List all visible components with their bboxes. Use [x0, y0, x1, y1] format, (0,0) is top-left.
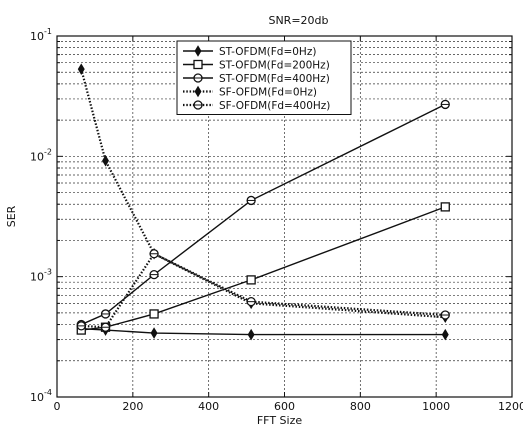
data-point [76, 321, 86, 331]
legend-marker [193, 73, 203, 83]
y-tick-label: 10-3 [30, 268, 52, 284]
legend-item: ST-OFDM(Fd=400Hz) [183, 73, 330, 85]
series-group [76, 63, 450, 341]
x-tick-label: 600 [274, 400, 295, 413]
y-axis-label: SER [5, 205, 18, 227]
data-point [150, 327, 158, 339]
x-axis: 0 200 400 600 800 1000 1200 [54, 36, 523, 413]
legend-label: SF-OFDM(Fd=400Hz) [219, 100, 330, 112]
x-tick-label: 200 [122, 400, 143, 413]
legend-label: ST-OFDM(Fd=0Hz) [219, 46, 316, 58]
legend-label: ST-OFDM(Fd=400Hz) [219, 73, 330, 85]
data-point [100, 322, 111, 332]
data-point [100, 309, 111, 319]
legend-marker [194, 45, 202, 57]
x-tick-label: 1000 [422, 400, 450, 413]
legend-item: SF-OFDM(Fd=400Hz) [183, 100, 330, 112]
x-tick-label: 400 [198, 400, 219, 413]
y-tick-label: 10-2 [30, 147, 52, 163]
y-axis: 10-4 10-3 10-2 10-1 [30, 27, 512, 404]
data-point [149, 249, 159, 259]
x-axis-label: FFT Size [257, 414, 302, 426]
x-tick-label: 0 [54, 400, 61, 413]
legend-label: SF-OFDM(Fd=0Hz) [219, 87, 317, 99]
y-tick-label: 10-4 [30, 388, 52, 404]
legend-item: ST-OFDM(Fd=200Hz) [183, 60, 330, 72]
x-tick-label: 1200 [498, 400, 523, 413]
legend-item: SF-OFDM(Fd=0Hz) [183, 85, 317, 99]
data-point [149, 269, 159, 280]
series-5 [76, 249, 450, 332]
data-point [247, 328, 255, 341]
legend: ST-OFDM(Fd=0Hz) ST-OFDM(Fd=200Hz)ST-OFDM(… [176, 40, 352, 115]
data-point [440, 202, 450, 212]
data-point [440, 310, 450, 320]
y-tick-label: 10-1 [30, 27, 52, 43]
data-point [440, 99, 450, 110]
data-point [246, 275, 256, 285]
legend-marker [193, 59, 203, 70]
legend-label: ST-OFDM(Fd=200Hz) [219, 60, 330, 72]
data-point [102, 154, 109, 167]
data-point [246, 195, 256, 206]
data-point [77, 63, 85, 75]
legend-item: ST-OFDM(Fd=0Hz) [183, 45, 316, 58]
data-point [441, 328, 449, 341]
data-point [246, 296, 256, 307]
series-line [80, 68, 446, 319]
legend-marker [194, 85, 202, 98]
x-tick-label: 800 [350, 400, 371, 413]
chart-title: SNR=20db [268, 14, 328, 27]
data-point [149, 309, 159, 319]
legend-marker [193, 100, 203, 110]
